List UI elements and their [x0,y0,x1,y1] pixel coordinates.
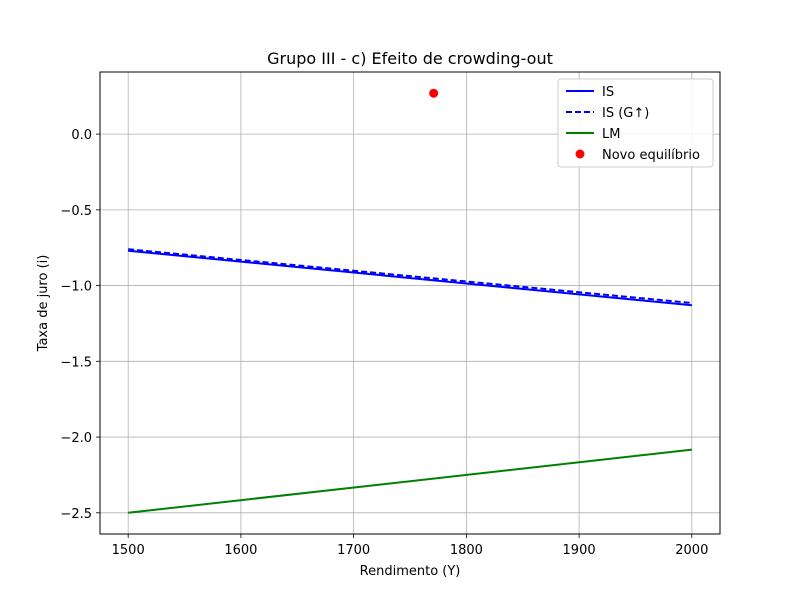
legend-swatch [575,149,585,159]
equilibrium-point [429,88,439,98]
axis-ticks: 1500 1600 1700 1800 1900 2000 0.0 −0.5 −1.0 −1.5 −… [60,128,708,558]
x-tick-label: 1700 [337,543,370,558]
plot-area [128,88,692,514]
series-line [128,448,692,514]
series-line [128,249,692,307]
grid [100,72,720,534]
y-tick-label: −2.5 [60,507,92,522]
y-tick-label: 0.0 [71,128,92,143]
legend-label: IS (G↑) [602,106,649,121]
legend: IS IS (G↑) LM Novo equilíbrio [557,78,714,168]
legend-label: LM [602,127,620,142]
x-tick-label: 1800 [450,543,483,558]
x-tick-label: 2000 [675,543,708,558]
x-axis-label: Rendimento (Y) [360,564,461,579]
chart-title: Grupo III - c) Efeito de crowding-out [267,49,553,68]
y-tick-label: −1.5 [60,355,92,370]
x-tick-label: 1900 [563,543,596,558]
x-tick-label: 1600 [224,543,257,558]
legend-label: Novo equilíbrio [602,148,700,163]
legend-box [557,78,714,168]
y-tick-label: −0.5 [60,204,92,219]
y-axis-label: Taxa de juro (i) [36,255,51,353]
x-tick-label: 1500 [112,543,145,558]
y-tick-label: −2.0 [60,431,92,446]
legend-label: IS [602,85,614,100]
series-line [128,248,692,304]
axes-frame [99,71,721,535]
y-tick-label: −1.0 [60,280,92,295]
